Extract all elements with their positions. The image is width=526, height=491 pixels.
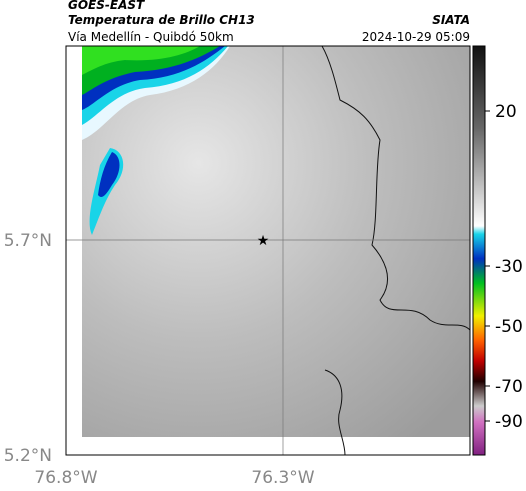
x-tick-label: 76.8°W [34, 468, 97, 488]
route: Vía Medellín - Quibdó 50km [68, 30, 234, 44]
map-frame [65, 45, 471, 456]
colorbar-tick-label: 20 [495, 102, 517, 122]
y-tick-label: 5.2°N [4, 446, 52, 466]
colorbar-tick-label: -70 [495, 377, 523, 397]
colorbar-tick-label: -90 [495, 412, 523, 432]
source: SIATA [432, 13, 470, 27]
y-tick-label: 5.7°N [4, 231, 52, 251]
imagery [82, 46, 470, 437]
x-tick-label: 76.3°W [251, 468, 314, 488]
datetime: 2024-10-29 05:09 [362, 30, 470, 44]
border [321, 45, 471, 456]
colorbar-tick-label: -50 [495, 317, 523, 337]
colorbar [472, 45, 486, 456]
marker: ★ [257, 233, 270, 249]
colorbar-tick-label: -30 [495, 257, 523, 277]
satellite: GOES-EAST [68, 0, 145, 12]
title: Temperatura de Brillo CH13 [68, 13, 255, 27]
